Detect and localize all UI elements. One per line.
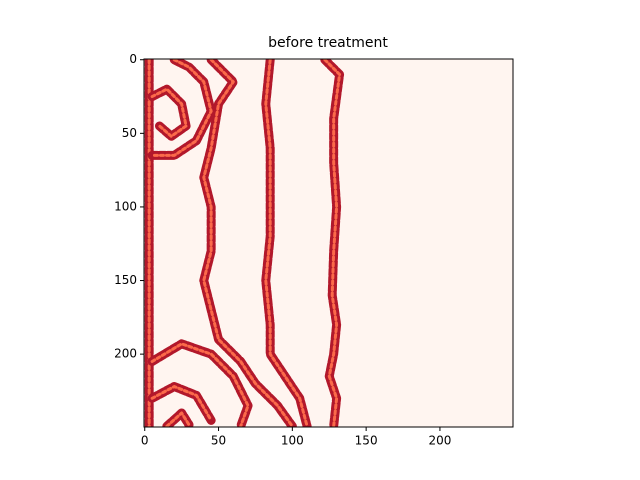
x-tick-label: 0	[141, 434, 149, 448]
front-inner	[150, 385, 213, 422]
chart-title: before treatment	[268, 35, 388, 51]
front-inner	[165, 411, 191, 427]
x-tick-label: 50	[211, 434, 226, 448]
image-layer	[144, 59, 345, 427]
y-tick-label: 100	[114, 199, 137, 213]
y-tick-label: 0	[129, 52, 137, 66]
front-inner	[202, 59, 294, 427]
x-tick-label: 150	[355, 434, 378, 448]
x-tick-label: 100	[281, 434, 304, 448]
front-inner	[150, 87, 188, 138]
axes-frame	[143, 58, 514, 428]
front-inner	[323, 59, 342, 427]
front-inner	[264, 59, 309, 427]
y-tick-label: 50	[122, 126, 137, 140]
x-tick-label: 200	[428, 434, 451, 448]
front-inner	[150, 59, 213, 157]
front-inner	[150, 342, 250, 427]
y-tick-label: 150	[114, 273, 137, 287]
y-tick-label: 200	[114, 347, 137, 361]
